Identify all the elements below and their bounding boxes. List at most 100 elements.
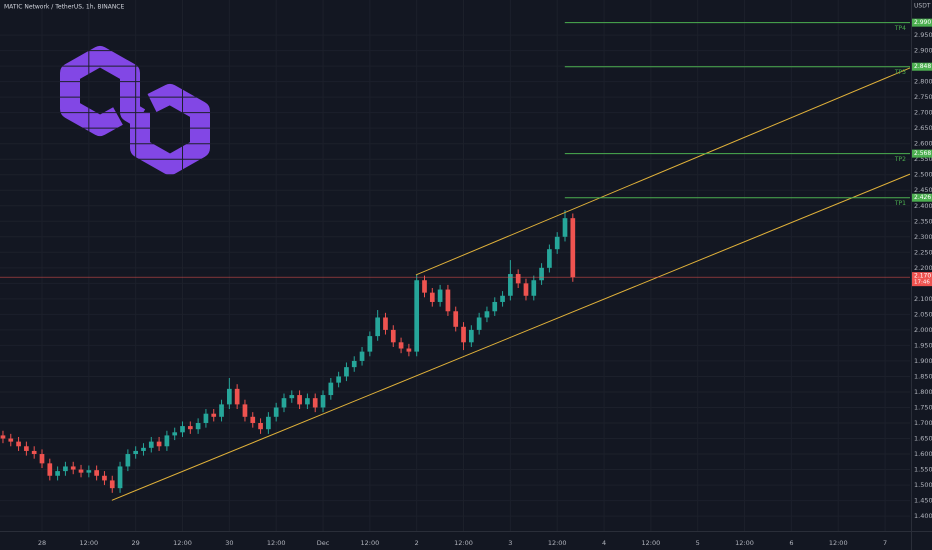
level-price-box xyxy=(912,193,932,202)
candle-body xyxy=(117,466,123,489)
y-tick-label: 2.100 xyxy=(914,295,932,303)
x-tick-label: 12:00 xyxy=(548,539,567,547)
y-tick-label: 2.550 xyxy=(914,155,932,163)
candle-body xyxy=(172,432,178,436)
candle-body xyxy=(55,471,60,476)
candle-body xyxy=(359,351,365,361)
y-tick-label: 2.250 xyxy=(914,248,932,256)
x-tick-label: 12:00 xyxy=(79,539,98,547)
y-tick-label: 1.950 xyxy=(914,341,932,349)
x-tick-label: 12:00 xyxy=(642,539,661,547)
candle-body xyxy=(554,236,560,250)
y-tick-label: 2.450 xyxy=(914,186,932,194)
candle-body xyxy=(531,280,537,296)
candle-body xyxy=(508,274,513,296)
y-tick-label: 2.200 xyxy=(914,264,932,272)
level-name: TP2 xyxy=(894,156,906,163)
y-tick-label: 1.900 xyxy=(914,357,932,365)
candle-body xyxy=(484,311,490,318)
x-tick-label: 30 xyxy=(225,539,233,547)
candle-body xyxy=(422,280,427,293)
candle-body xyxy=(31,450,37,455)
candle-body xyxy=(515,274,521,284)
candle-body xyxy=(312,398,318,408)
candle-body xyxy=(203,413,209,423)
candle-body xyxy=(141,447,146,451)
last-price-label: 2.170 xyxy=(914,273,931,280)
candle-body xyxy=(547,249,552,268)
y-tick-label: 1.400 xyxy=(914,512,932,520)
candle-body xyxy=(437,289,443,302)
y-tick-label: 2.800 xyxy=(914,78,932,86)
candle-body xyxy=(24,446,29,451)
level-price-label: 2.426 xyxy=(914,194,931,201)
x-tick-label: 12:00 xyxy=(360,539,379,547)
candle-body xyxy=(336,376,341,383)
x-tick-label: 7 xyxy=(883,539,887,547)
candle-body xyxy=(344,367,349,377)
candle-body xyxy=(70,466,76,470)
x-tick-label: 12:00 xyxy=(173,539,192,547)
candle-body xyxy=(289,395,295,399)
candle-body xyxy=(16,441,21,447)
y-tick-label: 2.300 xyxy=(914,233,932,241)
x-tick-label: 12:00 xyxy=(829,539,848,547)
candle-body xyxy=(429,292,435,302)
candle-body xyxy=(320,395,326,408)
level-price-box xyxy=(912,149,932,158)
candle-body xyxy=(570,218,576,278)
y-tick-label: 1.800 xyxy=(914,388,932,396)
candle-body xyxy=(266,416,271,430)
candle-body xyxy=(406,348,412,352)
y-tick-label: 2.750 xyxy=(914,93,932,101)
candle-body xyxy=(375,317,381,337)
y-tick-label: 2.950 xyxy=(914,31,932,39)
y-tick-label: 2.650 xyxy=(914,124,932,132)
candle-body xyxy=(133,450,139,455)
candle-body xyxy=(227,388,232,405)
candle-body xyxy=(39,454,45,464)
axis-unit: USDT xyxy=(914,3,931,10)
x-tick-label: 6 xyxy=(789,539,793,547)
y-tick-label: 1.650 xyxy=(914,435,932,443)
candle-body xyxy=(86,470,92,473)
level-price-label: 2.568 xyxy=(914,150,931,157)
candle-body xyxy=(562,218,568,237)
x-tick-label: 12:00 xyxy=(735,539,754,547)
candle-body xyxy=(109,480,115,489)
candle-body xyxy=(476,317,482,330)
candle-body xyxy=(234,388,240,405)
y-tick-label: 1.600 xyxy=(914,450,932,458)
x-tick-label: 4 xyxy=(602,539,606,547)
candle-body xyxy=(8,438,14,442)
candle-body xyxy=(273,407,279,417)
candle-body xyxy=(328,382,334,396)
candle-body xyxy=(195,423,201,430)
candle-body xyxy=(63,466,68,472)
y-tick-label: 2.900 xyxy=(914,47,932,55)
candle-body xyxy=(78,469,84,473)
candle-body xyxy=(351,360,357,368)
level-price-box xyxy=(912,18,932,27)
level-price-box xyxy=(912,62,932,71)
y-tick-label: 2.350 xyxy=(914,217,932,225)
x-tick-label: 5 xyxy=(696,539,700,547)
y-tick-label: 1.750 xyxy=(914,403,932,411)
y-tick-label: 1.500 xyxy=(914,481,932,489)
candle-body xyxy=(180,426,185,433)
candle-body xyxy=(390,329,396,343)
candle-body xyxy=(367,336,373,352)
level-price-label: 2.990 xyxy=(914,19,931,26)
x-tick-label: Dec xyxy=(317,539,330,547)
candle-body xyxy=(156,441,162,447)
candle-body xyxy=(250,416,256,423)
y-tick-label: 1.700 xyxy=(914,419,932,427)
polygon-logo xyxy=(60,46,210,175)
candle-body xyxy=(94,470,99,476)
candle-body xyxy=(383,317,388,330)
candle-body xyxy=(461,326,466,343)
candle-body xyxy=(453,311,459,327)
trendline xyxy=(111,173,911,501)
candle-body xyxy=(398,342,404,349)
candle-body xyxy=(500,295,505,302)
